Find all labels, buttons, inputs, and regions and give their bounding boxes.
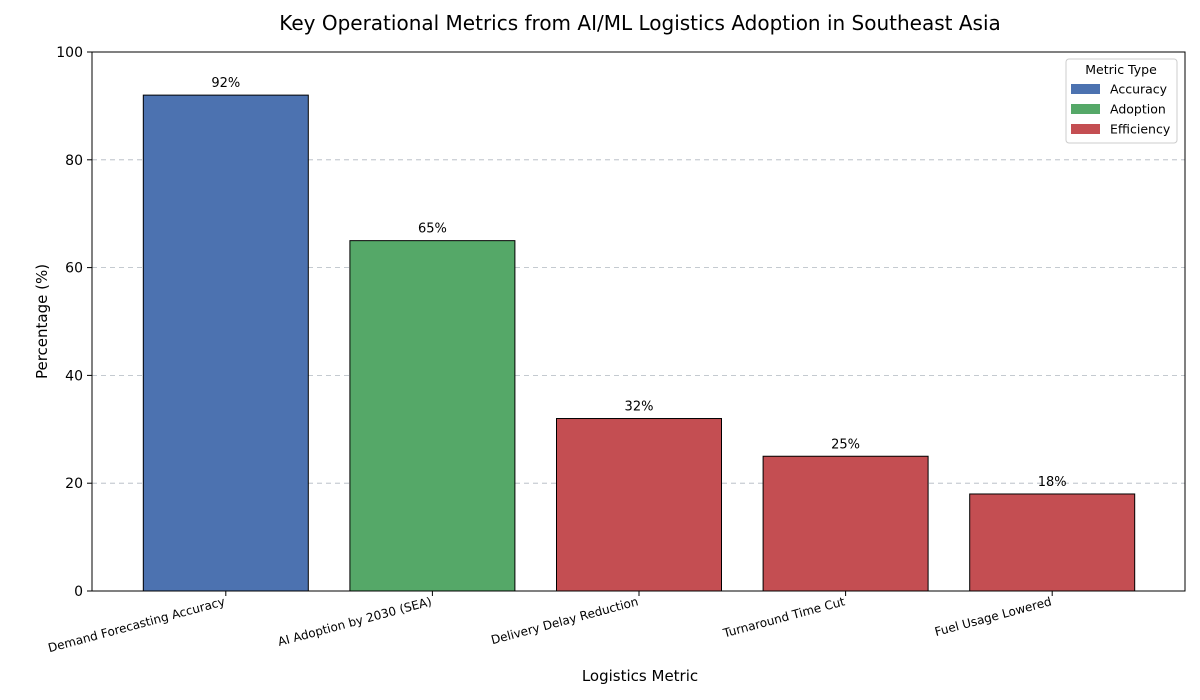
legend-swatch: [1071, 124, 1100, 134]
data-label: 65%: [418, 222, 447, 237]
y-tick-label: 20: [65, 476, 83, 492]
bar: [349, 240, 516, 592]
bar: [142, 94, 309, 592]
y-tick-label: 40: [65, 368, 83, 384]
data-labels: 92% 65% 32% 25% 18%: [211, 76, 1066, 490]
legend-title: Metric Type: [1085, 62, 1157, 77]
chart-title: Key Operational Metrics from AI/ML Logis…: [279, 11, 1001, 35]
bar: [969, 493, 1136, 592]
legend-label: Accuracy: [1110, 82, 1168, 97]
data-label: 25%: [831, 437, 860, 452]
legend-label: Adoption: [1110, 102, 1166, 117]
y-tick-label: 100: [56, 45, 83, 61]
bar: [556, 418, 722, 592]
legend-swatch: [1071, 104, 1100, 114]
y-tick-label: 60: [65, 261, 83, 277]
bar: [762, 455, 929, 592]
y-tick-label: 80: [65, 153, 83, 169]
data-label: 32%: [625, 400, 654, 415]
x-axis-label: Logistics Metric: [582, 667, 698, 685]
data-label: 92%: [211, 76, 240, 91]
legend: Metric Type Accuracy Adoption Efficiency: [1065, 58, 1178, 144]
legend-box: [1065, 58, 1178, 144]
legend-entries: Accuracy Adoption Efficiency: [1071, 82, 1171, 137]
y-axis-ticks: 0 20 40 60 80 100: [56, 45, 92, 600]
y-tick-label: 0: [74, 584, 83, 600]
data-label: 18%: [1038, 475, 1067, 490]
y-axis-label: Percentage (%): [33, 264, 51, 379]
legend-swatch: [1071, 84, 1100, 94]
legend-label: Efficiency: [1110, 122, 1171, 137]
